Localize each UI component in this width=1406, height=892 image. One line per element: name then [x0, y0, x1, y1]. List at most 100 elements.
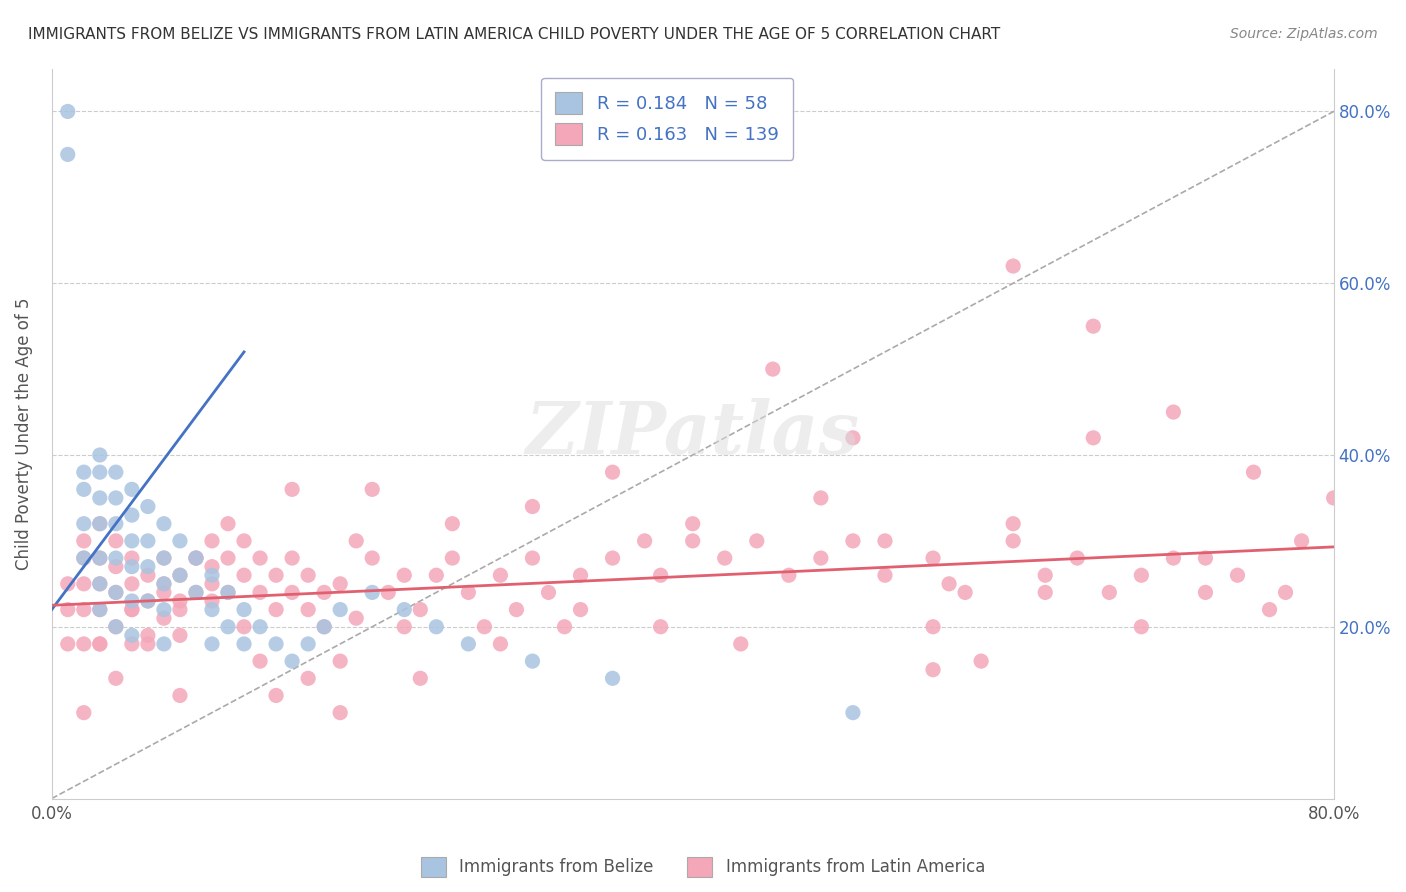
Point: [249, 620, 271, 634]
Point: [104, 671, 127, 685]
Point: [314, 620, 336, 634]
Point: [873, 533, 896, 548]
Point: [329, 654, 352, 668]
Point: [762, 362, 785, 376]
Point: [409, 671, 432, 685]
Point: [201, 594, 224, 608]
Point: [104, 585, 127, 599]
Point: [153, 637, 176, 651]
Point: [217, 620, 239, 634]
Point: [89, 602, 111, 616]
Point: [136, 500, 159, 514]
Point: [394, 602, 416, 616]
Point: [633, 533, 655, 548]
Point: [522, 654, 544, 668]
Point: [281, 483, 304, 497]
Point: [233, 637, 256, 651]
Point: [153, 602, 176, 616]
Point: [1033, 585, 1056, 599]
Point: [89, 551, 111, 566]
Text: IMMIGRANTS FROM BELIZE VS IMMIGRANTS FROM LATIN AMERICA CHILD POVERTY UNDER THE : IMMIGRANTS FROM BELIZE VS IMMIGRANTS FRO…: [28, 27, 1001, 42]
Point: [682, 533, 704, 548]
Point: [842, 431, 865, 445]
Point: [89, 516, 111, 531]
Point: [537, 585, 560, 599]
Point: [136, 637, 159, 651]
Point: [104, 620, 127, 634]
Point: [297, 637, 319, 651]
Point: [1226, 568, 1249, 582]
Point: [569, 602, 592, 616]
Point: [842, 706, 865, 720]
Point: [184, 585, 207, 599]
Point: [56, 147, 79, 161]
Point: [121, 559, 143, 574]
Y-axis label: Child Poverty Under the Age of 5: Child Poverty Under the Age of 5: [15, 297, 32, 570]
Point: [136, 594, 159, 608]
Point: [713, 551, 735, 566]
Point: [153, 551, 176, 566]
Point: [89, 516, 111, 531]
Point: [89, 465, 111, 479]
Point: [1291, 533, 1313, 548]
Point: [89, 551, 111, 566]
Point: [89, 637, 111, 651]
Point: [169, 594, 191, 608]
Point: [201, 533, 224, 548]
Point: [344, 533, 367, 548]
Point: [602, 551, 624, 566]
Point: [121, 628, 143, 642]
Point: [121, 533, 143, 548]
Point: [264, 637, 287, 651]
Point: [297, 602, 319, 616]
Point: [249, 585, 271, 599]
Point: [233, 602, 256, 616]
Point: [217, 585, 239, 599]
Point: [136, 533, 159, 548]
Point: [377, 585, 399, 599]
Point: [842, 533, 865, 548]
Point: [56, 637, 79, 651]
Point: [953, 585, 976, 599]
Point: [1002, 259, 1025, 273]
Point: [121, 508, 143, 522]
Point: [56, 602, 79, 616]
Point: [73, 533, 96, 548]
Point: [217, 516, 239, 531]
Point: [169, 568, 191, 582]
Point: [922, 663, 945, 677]
Point: [361, 585, 384, 599]
Point: [169, 689, 191, 703]
Point: [73, 602, 96, 616]
Point: [1130, 620, 1153, 634]
Point: [394, 620, 416, 634]
Point: [121, 577, 143, 591]
Point: [361, 483, 384, 497]
Point: [73, 551, 96, 566]
Point: [489, 637, 512, 651]
Point: [682, 516, 704, 531]
Point: [73, 551, 96, 566]
Point: [1163, 405, 1185, 419]
Point: [1130, 568, 1153, 582]
Point: [1083, 319, 1105, 334]
Text: ZIPatlas: ZIPatlas: [526, 398, 859, 469]
Point: [425, 620, 447, 634]
Point: [314, 585, 336, 599]
Point: [1098, 585, 1121, 599]
Point: [281, 654, 304, 668]
Legend: Immigrants from Belize, Immigrants from Latin America: Immigrants from Belize, Immigrants from …: [415, 850, 991, 884]
Text: Source: ZipAtlas.com: Source: ZipAtlas.com: [1230, 27, 1378, 41]
Point: [314, 620, 336, 634]
Point: [201, 568, 224, 582]
Point: [121, 637, 143, 651]
Point: [89, 637, 111, 651]
Point: [153, 516, 176, 531]
Point: [121, 483, 143, 497]
Point: [264, 689, 287, 703]
Point: [104, 585, 127, 599]
Point: [457, 637, 479, 651]
Point: [730, 637, 752, 651]
Point: [329, 602, 352, 616]
Point: [121, 602, 143, 616]
